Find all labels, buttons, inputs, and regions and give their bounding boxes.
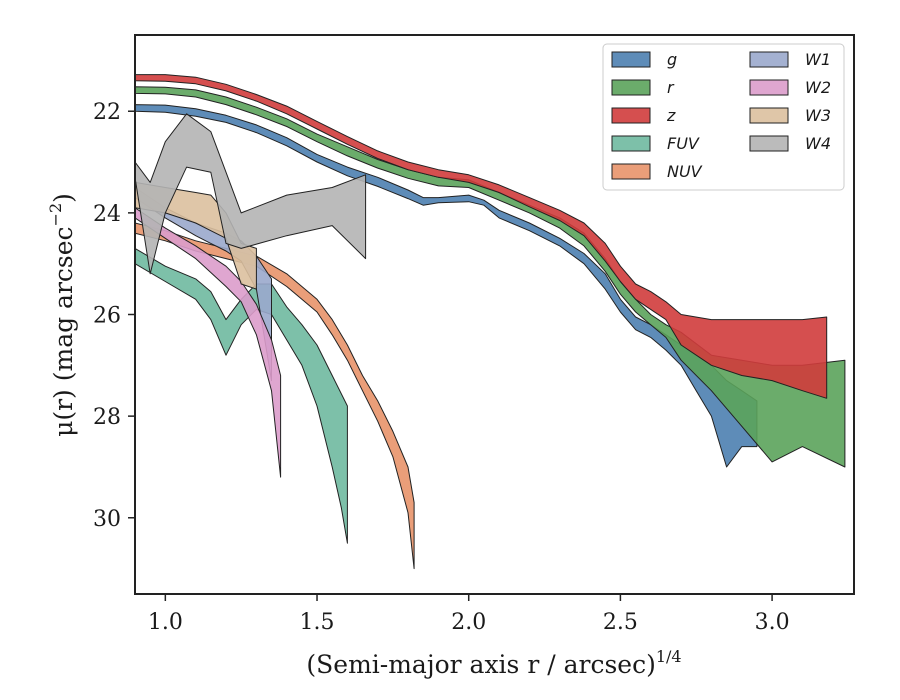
legend-label-r: r [667, 78, 675, 97]
legend-swatch-g [611, 51, 651, 68]
legend-swatch-w3 [749, 107, 789, 124]
x-tick-label: 2.5 [603, 610, 638, 635]
y-axis-title: μ(r) (mag arcsec−2) [46, 193, 78, 437]
x-tick-label: 1.5 [300, 610, 335, 635]
band-w2 [135, 207, 282, 478]
band-g [135, 104, 758, 468]
legend-label-w4: W4 [805, 134, 831, 153]
legend-label-w3: W3 [805, 106, 831, 125]
band-z [135, 74, 828, 399]
y-axis: 22 24 26 28 30 [93, 100, 135, 532]
legend-swatch-r [611, 79, 651, 96]
series-layer [135, 74, 846, 570]
x-axis-title-exponent: 1/4 [656, 647, 682, 666]
y-tick-label: 26 [93, 304, 121, 329]
legend-label-fuv: FUV [667, 134, 700, 153]
band-fuv [135, 247, 348, 544]
legend: grz FUV NUV W1 W2 W3 W4 [602, 43, 845, 191]
legend-label-nuv: NUV [667, 162, 703, 181]
y-axis-title-main: μ(r) (mag arcsec [49, 226, 78, 436]
legend-label-g: g [667, 50, 677, 69]
x-tick-label: 1.0 [148, 610, 183, 635]
y-axis-title-close: ) [49, 193, 78, 203]
y-axis-title-exponent: −2 [46, 203, 65, 227]
x-axis-title: (Semi-major axis r / arcsec)1/4 [306, 647, 681, 679]
legend-items: grz FUV NUV W1 W2 W3 W4 [611, 50, 831, 181]
y-tick-label: 30 [93, 507, 121, 532]
legend-swatch-w4 [749, 135, 789, 152]
x-axis-title-main: (Semi-major axis r / arcsec) [306, 650, 655, 679]
legend-swatch-nuv [611, 163, 651, 180]
legend-swatch-z [611, 107, 651, 124]
legend-swatch-w1 [749, 51, 789, 68]
legend-swatch-fuv [611, 135, 651, 152]
legend-label-w1: W1 [805, 50, 831, 69]
x-axis: 1.0 1.5 2.0 2.5 3.0 [148, 594, 790, 635]
x-tick-label: 2.0 [451, 610, 486, 635]
y-tick-label: 24 [93, 202, 121, 227]
x-tick-label: 3.0 [755, 610, 790, 635]
legend-swatch-w2 [749, 79, 789, 96]
legend-label-w2: W2 [805, 78, 831, 97]
y-tick-label: 22 [93, 100, 121, 125]
legend-label-z: z [666, 106, 676, 125]
band-w4 [135, 113, 367, 275]
y-tick-label: 28 [93, 405, 121, 430]
